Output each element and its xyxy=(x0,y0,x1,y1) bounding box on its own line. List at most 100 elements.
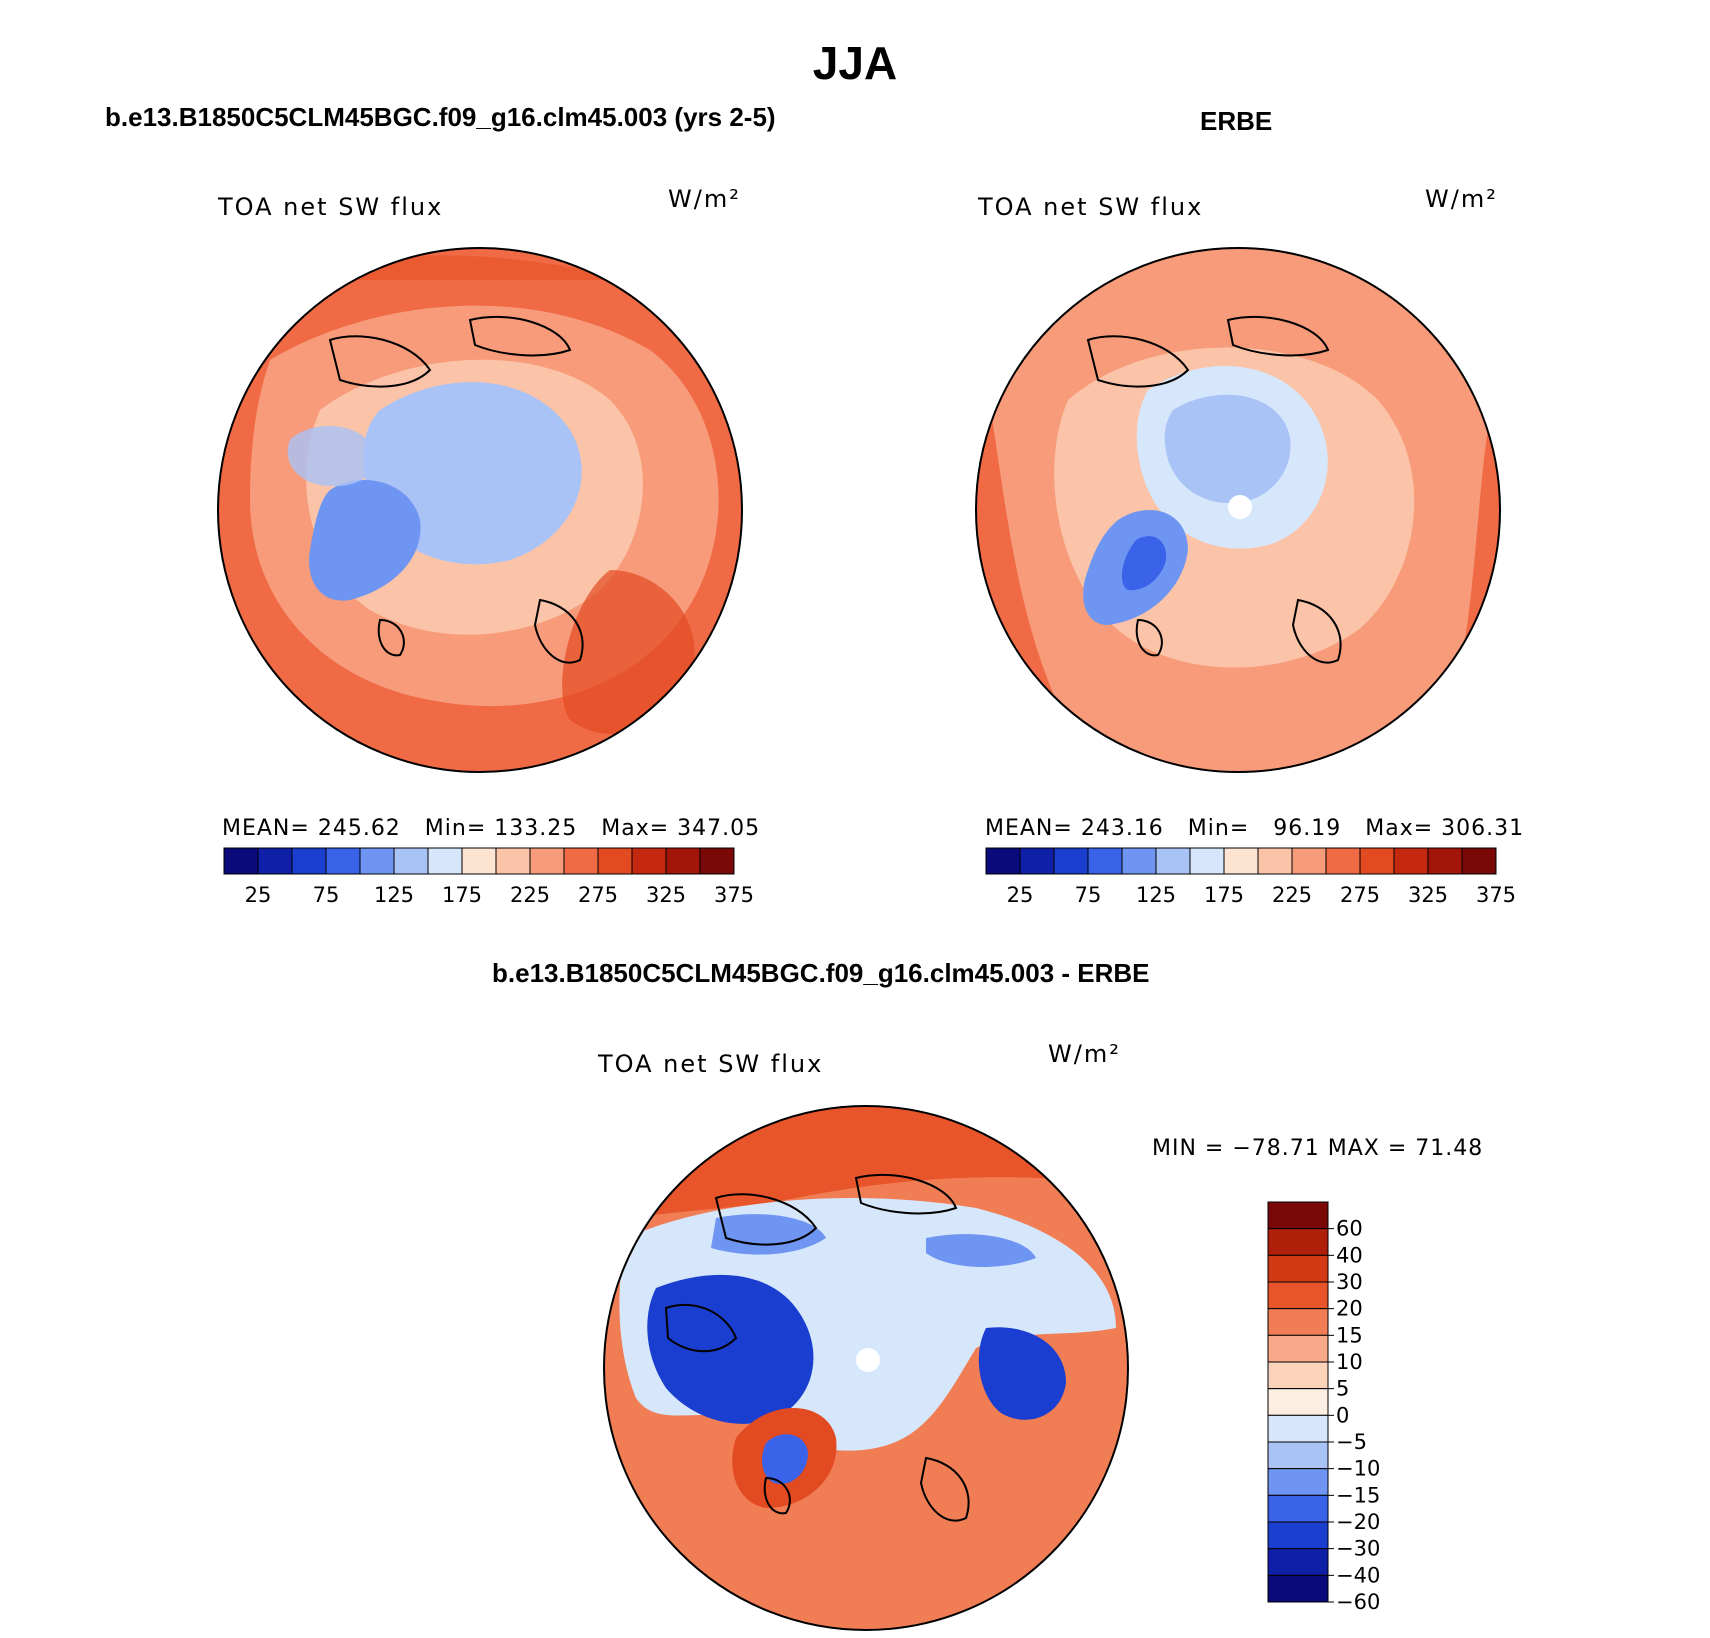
model-panel-title: b.e13.B1850C5CLM45BGC.f09_g16.clm45.003 … xyxy=(105,102,776,132)
diff-colorbar-box xyxy=(1267,1308,1329,1336)
model-units-label: W/m² xyxy=(668,185,741,213)
obs-colorbar: 25 75 125 175 225 275 325 375 xyxy=(985,847,1516,907)
model-variable-label: TOA net SW flux xyxy=(218,193,444,221)
diff-colorbar-box xyxy=(1267,1281,1329,1310)
obs-colorbar-tick-label: 175 xyxy=(1204,883,1244,907)
diff-colorbar-tick-label: 40 xyxy=(1336,1243,1363,1267)
diff-colorbar-box xyxy=(1267,1388,1329,1416)
obs-colorbar-tick-label: 225 xyxy=(1272,883,1312,907)
obs-colorbar-box xyxy=(1223,847,1259,875)
model-colorbar-tick-label: 75 xyxy=(313,883,340,907)
model-colorbar-tick-label: 325 xyxy=(646,883,686,907)
diff-pole-hole xyxy=(856,1348,880,1372)
diff-colorbar-box xyxy=(1267,1254,1329,1283)
obs-colorbar-box xyxy=(1121,847,1157,875)
diff-colorbar-tick-label: −40 xyxy=(1336,1563,1380,1587)
obs-coastlines xyxy=(1086,315,1342,664)
obs-panel-title: ERBE xyxy=(1200,106,1273,136)
obs-colorbar-box xyxy=(1257,847,1293,875)
diff-panel-title: b.e13.B1850C5CLM45BGC.f09_g16.clm45.003 … xyxy=(492,958,1150,988)
diff-colorbar-tick-label: 30 xyxy=(1336,1270,1363,1294)
obs-colorbar-box xyxy=(1291,847,1327,875)
diff-colorbar-tick-label: 0 xyxy=(1336,1403,1349,1427)
model-colorbar-tick-label: 275 xyxy=(578,883,618,907)
model-colorbar-box xyxy=(563,847,599,875)
model-colorbar-box xyxy=(461,847,497,875)
diff-minmax-label: MIN = −78.71 MAX = 71.48 xyxy=(1152,1136,1484,1161)
obs-units-label: W/m² xyxy=(1425,185,1498,213)
obs-colorbar-tick-label: 75 xyxy=(1075,883,1102,907)
diff-colorbar-tick-label: 15 xyxy=(1336,1323,1363,1347)
model-greenland-region xyxy=(309,480,421,601)
diff-colorbar-box xyxy=(1267,1468,1329,1496)
diff-polar-map xyxy=(603,1105,1129,1631)
model-colorbar-box xyxy=(529,847,565,875)
model-colorbar-tick-label: 25 xyxy=(245,883,272,907)
diff-colorbar-box xyxy=(1267,1201,1329,1230)
model-min-label: Min= xyxy=(424,816,487,841)
diff-colorbar-box xyxy=(1267,1548,1329,1576)
diff-colorbar-tick-label: −10 xyxy=(1336,1457,1380,1481)
model-colorbar-box xyxy=(257,847,293,875)
obs-min-label: Min= xyxy=(1187,816,1250,841)
obs-colorbar-box xyxy=(1393,847,1429,875)
diff-colorbar-tick-label: 60 xyxy=(1336,1217,1363,1241)
diff-colorbar-tick-label: 10 xyxy=(1336,1350,1363,1374)
obs-colorbar-box xyxy=(1461,847,1497,875)
model-min-value: 133.25 xyxy=(494,816,578,841)
diff-variable-label: TOA net SW flux xyxy=(598,1050,824,1078)
model-colorbar-box xyxy=(325,847,361,875)
diff-colorbar-box xyxy=(1267,1521,1329,1550)
obs-pole-hole xyxy=(1228,495,1252,519)
obs-colorbar-tick-label: 325 xyxy=(1408,883,1448,907)
obs-colorbar-tick-label: 375 xyxy=(1476,883,1516,907)
diff-colorbar-box xyxy=(1267,1441,1329,1470)
obs-colorbar-box xyxy=(1427,847,1463,875)
diff-colorbar-tick-label: −15 xyxy=(1336,1483,1380,1507)
obs-variable-label: TOA net SW flux xyxy=(978,193,1204,221)
obs-ice-region xyxy=(1164,394,1291,504)
obs-colorbar-box xyxy=(1359,847,1395,875)
model-stats-line: MEAN= 245.62 Min= 133.25 Max= 347.05 xyxy=(222,816,760,841)
diff-colorbar-box xyxy=(1267,1414,1329,1443)
model-mean-label: MEAN= xyxy=(222,816,310,841)
model-colorbar-box xyxy=(427,847,463,875)
obs-colorbar-tick-label: 275 xyxy=(1340,883,1380,907)
diff-colorbar-box xyxy=(1267,1228,1329,1256)
model-colorbar-box xyxy=(223,847,259,875)
obs-stats-line: MEAN= 243.16 Min= 96.19 Max= 306.31 xyxy=(985,816,1524,841)
obs-max-label: Max= xyxy=(1365,816,1434,841)
diff-colorbar-tick-label: 5 xyxy=(1336,1377,1349,1401)
diff-strong-negative-east xyxy=(978,1327,1066,1420)
diff-colorbar-box xyxy=(1267,1574,1329,1603)
obs-min-value: 96.19 xyxy=(1273,816,1342,841)
model-colorbar-box xyxy=(359,847,395,875)
model-europe-region xyxy=(562,570,695,735)
model-colorbar-tick-label: 125 xyxy=(374,883,414,907)
model-colorbar: 25 75 125 175 225 275 325 375 xyxy=(223,847,754,907)
diff-strong-negative-west xyxy=(647,1274,814,1424)
model-colorbar-box xyxy=(597,847,633,875)
model-colorbar-box xyxy=(393,847,429,875)
obs-greenland-core xyxy=(1121,536,1167,591)
diff-colorbar-tick-label: 20 xyxy=(1336,1297,1363,1321)
model-colorbar-tick-label: 175 xyxy=(442,883,482,907)
model-colorbar-box xyxy=(291,847,327,875)
diff-colorbar-tick-label: −60 xyxy=(1336,1590,1380,1610)
obs-colorbar-box xyxy=(1189,847,1225,875)
obs-colorbar-box xyxy=(1155,847,1191,875)
obs-polar-map xyxy=(975,247,1501,773)
model-polar-map xyxy=(217,247,743,773)
diff-colorbar-box xyxy=(1267,1361,1329,1390)
diff-colorbar-box xyxy=(1267,1494,1329,1523)
obs-mean-value: 243.16 xyxy=(1080,816,1164,841)
model-map-border xyxy=(217,247,743,773)
model-max-label: Max= xyxy=(601,816,670,841)
obs-colorbar-tick-label: 125 xyxy=(1136,883,1176,907)
model-max-value: 347.05 xyxy=(677,816,761,841)
obs-colorbar-tick-label: 25 xyxy=(1007,883,1034,907)
model-colorbar-box xyxy=(699,847,735,875)
diff-colorbar-box xyxy=(1267,1334,1329,1363)
model-colorbar-tick-label: 225 xyxy=(510,883,550,907)
